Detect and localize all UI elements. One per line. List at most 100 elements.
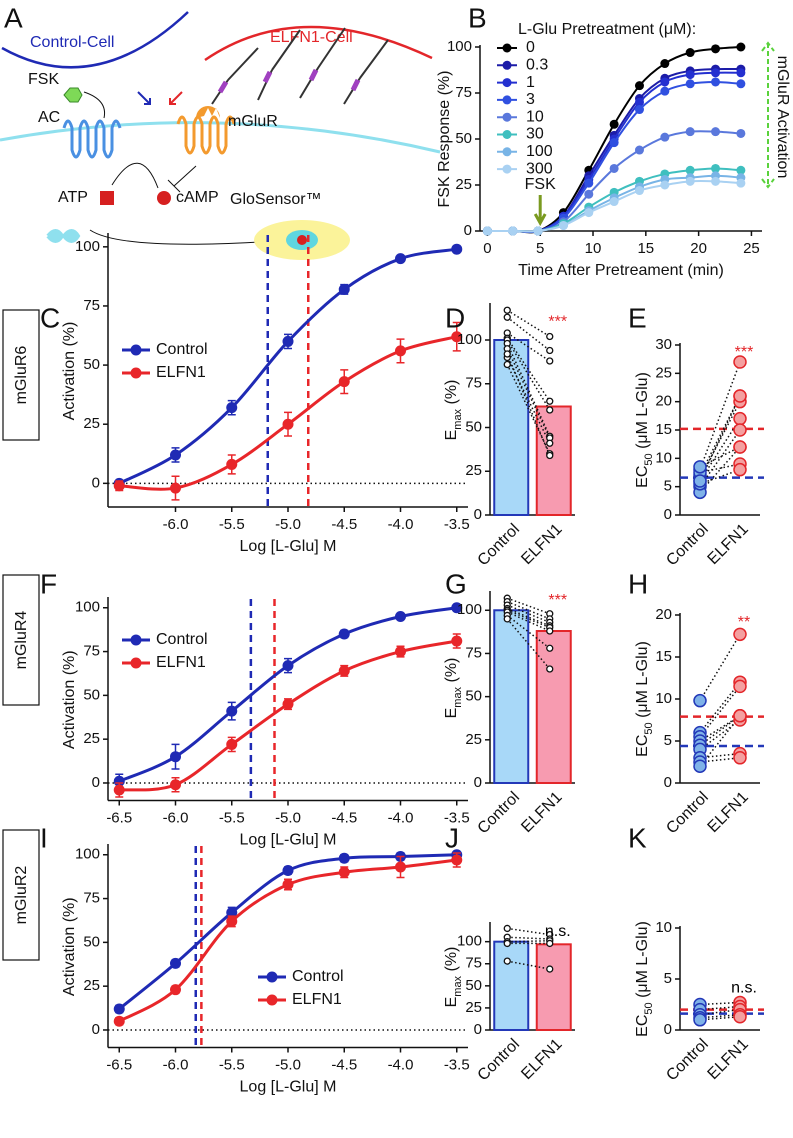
legend-label: Control xyxy=(156,631,208,648)
point xyxy=(546,439,554,447)
y-tick-label: 10 xyxy=(655,919,672,936)
point xyxy=(634,105,644,115)
legend-label: 3 xyxy=(526,91,535,108)
point xyxy=(338,852,350,864)
y-tick-label: 0 xyxy=(664,1021,672,1038)
bar xyxy=(535,943,572,1031)
x-tick-label: -6.5 xyxy=(106,1056,132,1073)
significance: n.s. xyxy=(545,923,571,940)
point xyxy=(546,965,554,973)
y-tick-label: 100 xyxy=(75,599,100,616)
y-tick-label: 15 xyxy=(655,421,672,438)
y-tick-label: 25 xyxy=(83,730,100,747)
point xyxy=(451,854,463,866)
y-tick-label: 0 xyxy=(92,1021,100,1038)
subscript: 50 xyxy=(643,722,655,734)
point xyxy=(733,627,747,642)
y-tick-label: 100 xyxy=(447,38,472,55)
mglur-receptor xyxy=(176,115,236,155)
x-tick-label: ELFN1 xyxy=(518,1036,565,1083)
point xyxy=(170,984,181,996)
x-tick-label: 5 xyxy=(536,240,544,257)
point xyxy=(503,615,511,623)
point xyxy=(660,180,670,190)
y-tick-label: 50 xyxy=(83,686,100,703)
x-tick-label: 10 xyxy=(585,240,602,257)
panel-letter: I xyxy=(40,822,48,853)
legend-label: 0.3 xyxy=(526,57,548,74)
point xyxy=(733,423,747,437)
point xyxy=(395,253,406,265)
label: Control-Cell xyxy=(30,34,114,51)
point xyxy=(733,355,747,369)
x-tick-label: -5.5 xyxy=(219,1056,245,1073)
y-tick-label: 5 xyxy=(664,478,672,495)
y-tick-label: 0 xyxy=(92,774,100,791)
point xyxy=(736,68,746,78)
label: mGluR xyxy=(228,113,278,130)
point xyxy=(546,357,554,365)
y-tick-label: 75 xyxy=(465,644,482,661)
point xyxy=(711,44,721,54)
arrow xyxy=(111,162,159,189)
point xyxy=(685,176,695,186)
pair-line xyxy=(699,361,741,470)
point xyxy=(170,779,181,791)
point xyxy=(634,97,644,107)
legend-marker xyxy=(502,95,512,105)
legend-title: L-Glu Pretreatment (μM): xyxy=(518,21,696,38)
pair-line xyxy=(506,348,551,439)
point xyxy=(736,178,746,188)
label: ATP xyxy=(58,189,88,206)
x-tick-label: -6.0 xyxy=(163,809,189,826)
y-axis-label: EC50 (μM L-Glu) xyxy=(634,641,655,757)
point xyxy=(609,163,619,173)
row-label-box xyxy=(2,309,40,441)
point xyxy=(685,70,695,80)
legend-label: 1 xyxy=(526,74,535,91)
point xyxy=(634,81,644,91)
point xyxy=(733,679,747,694)
x-tick-label: ELFN1 xyxy=(705,789,752,836)
legend-marker xyxy=(502,43,512,53)
y-axis-label: FSK Response (%) xyxy=(436,71,453,208)
subscript: max xyxy=(452,686,464,707)
pair-line xyxy=(699,468,741,485)
panel-letter: F xyxy=(40,568,57,599)
pair-line xyxy=(506,364,551,455)
panel-a: A Control-Cell ELFN1-Cell FSK AC mGluR A… xyxy=(0,2,441,260)
label-part: EC xyxy=(634,735,651,757)
x-tick-label: -6.5 xyxy=(106,809,132,826)
point xyxy=(711,77,721,87)
x-tick-label: -4.5 xyxy=(331,1056,357,1073)
label-part: (μM L-Glu) xyxy=(634,921,651,1002)
point xyxy=(736,79,746,89)
legend-label: ELFN1 xyxy=(292,991,342,1008)
x-tick-label: Control xyxy=(663,789,712,838)
panel-letter: A xyxy=(4,2,23,33)
arrow xyxy=(169,91,183,105)
point xyxy=(226,907,238,919)
point xyxy=(282,865,294,877)
row-label: mGluR2 xyxy=(13,866,30,925)
y-tick-label: 100 xyxy=(457,933,482,950)
elfn1-cell-membrane xyxy=(204,25,433,62)
pair-line xyxy=(699,1008,741,1016)
y-tick-label: 50 xyxy=(465,977,482,994)
y-tick-label: 100 xyxy=(457,601,482,618)
point xyxy=(170,482,181,494)
point xyxy=(634,145,644,155)
point xyxy=(693,759,707,773)
point xyxy=(503,957,511,965)
point xyxy=(609,138,619,148)
point xyxy=(711,163,721,173)
point xyxy=(338,866,350,878)
y-tick-label: 50 xyxy=(83,933,100,950)
point xyxy=(546,627,554,635)
x-tick-label: -3.5 xyxy=(444,809,470,826)
point xyxy=(558,220,568,230)
point xyxy=(451,243,463,255)
point xyxy=(395,611,406,623)
x-tick-label: -4.5 xyxy=(331,809,357,826)
